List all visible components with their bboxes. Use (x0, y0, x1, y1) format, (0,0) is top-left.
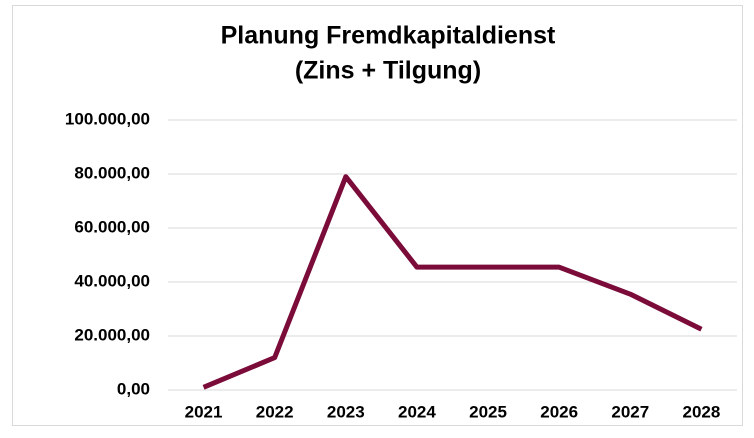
chart-title: (Zins + Tilgung) (295, 57, 481, 85)
x-tick-label: 2027 (611, 402, 649, 421)
y-tick-label: 80.000,00 (74, 163, 150, 182)
y-tick-label: 60.000,00 (74, 217, 150, 236)
x-tick-label: 2023 (327, 402, 365, 421)
y-tick-label: 40.000,00 (74, 271, 150, 290)
y-tick-label: 100.000,00 (65, 109, 150, 128)
chart-title: Planung Fremdkapitaldienst (221, 22, 556, 50)
x-tick-label: 2024 (398, 402, 436, 421)
x-tick-label: 2025 (469, 402, 507, 421)
x-tick-label: 2021 (185, 402, 223, 421)
x-tick-label: 2026 (540, 402, 578, 421)
x-tick-label: 2028 (683, 402, 721, 421)
y-tick-label: 20.000,00 (74, 325, 150, 344)
line-series (202, 174, 703, 390)
x-tick-label: 2022 (256, 402, 294, 421)
y-tick-label: 0,00 (117, 379, 150, 398)
